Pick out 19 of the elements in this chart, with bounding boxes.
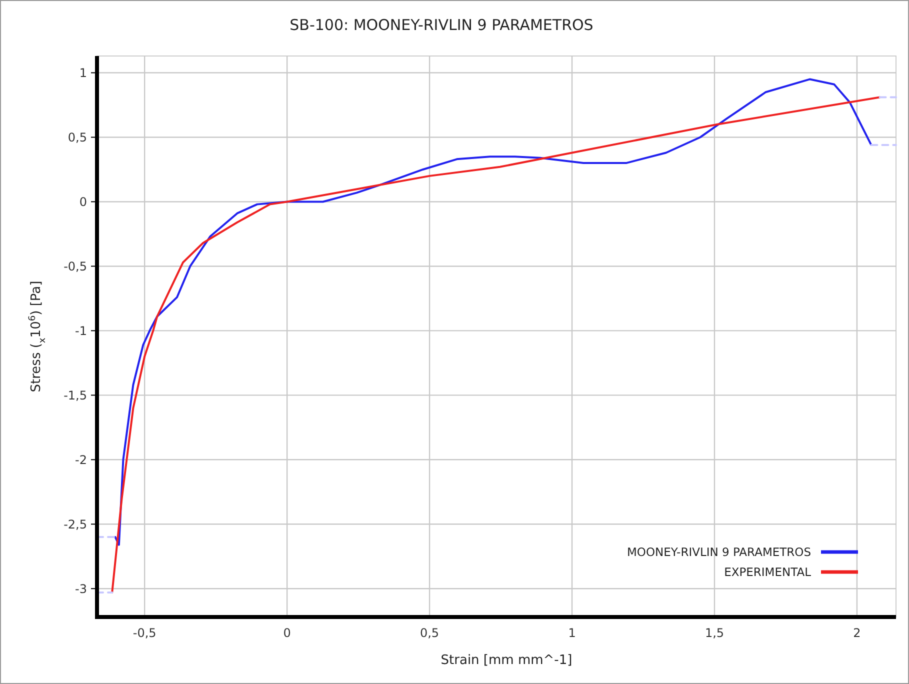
y-tick-label: -3: [75, 582, 87, 596]
x-tick-label: 0,5: [420, 626, 440, 640]
legend-label: EXPERIMENTAL: [724, 565, 812, 580]
x-tick-label: 2: [853, 626, 861, 640]
y-tick-label: -2: [75, 452, 87, 467]
x-tick-label: 1,5: [704, 626, 724, 640]
y-tick-label: -1: [75, 324, 87, 338]
x-tick-label: -0,5: [132, 626, 156, 640]
y-tick-label: -2,5: [64, 517, 87, 532]
x-tick-label: 0: [283, 626, 291, 640]
x-axis-title: Strain [mm mm^-1]: [440, 653, 572, 668]
y-tick-label: 1: [79, 66, 87, 80]
y-tick-label: 0,5: [68, 130, 87, 144]
y-tick-label: -0,5: [64, 259, 87, 274]
chart-title: SB-100: MOONEY-RIVLIN 9 PARAMETROS: [290, 16, 594, 34]
x-tick-label: 1: [568, 626, 576, 640]
legend-label: MOONEY-RIVLIN 9 PARAMETROS: [627, 545, 811, 560]
y-tick-label: 0: [79, 194, 87, 209]
y-tick-label: -1,5: [64, 388, 87, 402]
